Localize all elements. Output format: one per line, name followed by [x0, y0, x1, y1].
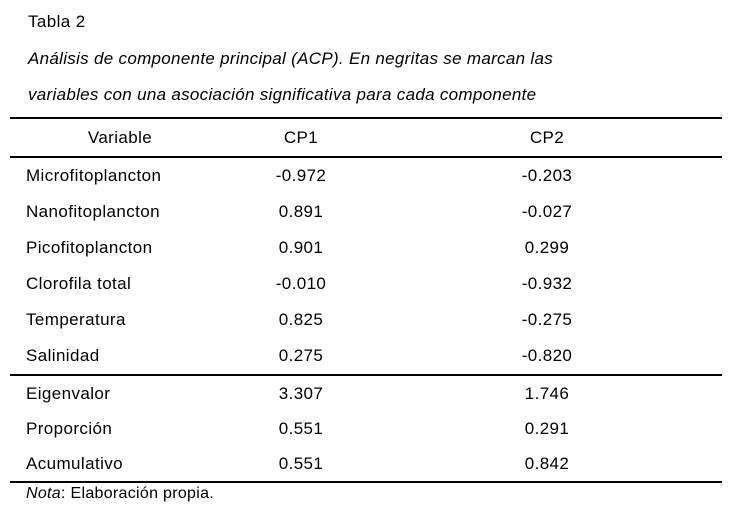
table-row: Salinidad 0.275 -0.820	[10, 338, 722, 375]
cell-variable: Nanofitoplancton	[26, 202, 160, 221]
table-row: Nanofitoplancton 0.891 -0.027	[10, 194, 722, 230]
cell-cp2: 0.299	[524, 238, 570, 257]
cell-cp1: -0.010	[275, 274, 327, 293]
cell-variable: Picofitoplancton	[26, 238, 153, 257]
table-caption-line-1: Análisis de componente principal (ACP). …	[28, 49, 554, 68]
summary-row-cumulative: Acumulativo 0.551 0.842	[10, 446, 722, 482]
header-variable: Variable	[10, 118, 230, 158]
table-header-row: Variable CP1 CP2	[10, 118, 722, 158]
table-row: Microfitoplancton -0.972 -0.203	[10, 157, 722, 194]
cell-variable: Eigenvalor	[10, 374, 230, 411]
cell-variable: Microfitoplancton	[26, 166, 162, 185]
cell-variable: Acumulativo	[26, 453, 123, 473]
table-caption-line-2: variables con una asociación significati…	[28, 85, 537, 104]
cell-cp1: 3.307	[230, 374, 372, 411]
header-cp1: CP1	[230, 118, 372, 158]
cell-variable: Salinidad	[26, 346, 100, 365]
cell-cp2: -0.203	[521, 166, 573, 185]
pca-results-table: Variable CP1 CP2 Microfitoplancton -0.97…	[10, 117, 722, 483]
cell-cp2: -0.275	[521, 310, 573, 329]
cell-cp1: 0.891	[278, 202, 324, 221]
table-note: Nota: Elaboración propia.	[26, 485, 214, 503]
table-number-title: Tabla 2	[28, 12, 86, 31]
cell-cp2: 0.842	[524, 453, 570, 473]
note-label: Nota	[26, 485, 61, 502]
summary-row-proportion: Proporción 0.551 0.291	[10, 411, 722, 446]
table-row: Temperatura 0.825 -0.275	[10, 302, 722, 338]
cell-variable: Clorofila total	[26, 274, 132, 293]
cell-cp2: -0.027	[521, 202, 573, 221]
cell-cp1: -0.972	[275, 166, 327, 185]
cell-cp1: 0.275	[278, 346, 324, 365]
cell-cp2: 0.291	[524, 418, 570, 438]
table-row: Clorofila total -0.010 -0.932	[10, 266, 722, 302]
cell-cp1: 0.901	[278, 238, 324, 257]
cell-variable: Temperatura	[26, 310, 126, 329]
cell-cp1: 0.551	[278, 453, 324, 473]
note-text: : Elaboración propia.	[61, 485, 215, 502]
cell-cp1: 0.825	[278, 310, 324, 329]
table-row: Picofitoplancton 0.901 0.299	[10, 230, 722, 266]
cell-cp2: -0.932	[521, 274, 573, 293]
header-cp2: CP2	[372, 118, 722, 158]
cell-cp2: 1.746	[372, 374, 722, 411]
cell-variable: Proporción	[26, 418, 113, 438]
cell-cp1: 0.551	[278, 418, 324, 438]
cell-cp2: -0.820	[521, 346, 573, 365]
summary-row-eigenvalue: Eigenvalor 3.307 1.746	[10, 374, 722, 411]
